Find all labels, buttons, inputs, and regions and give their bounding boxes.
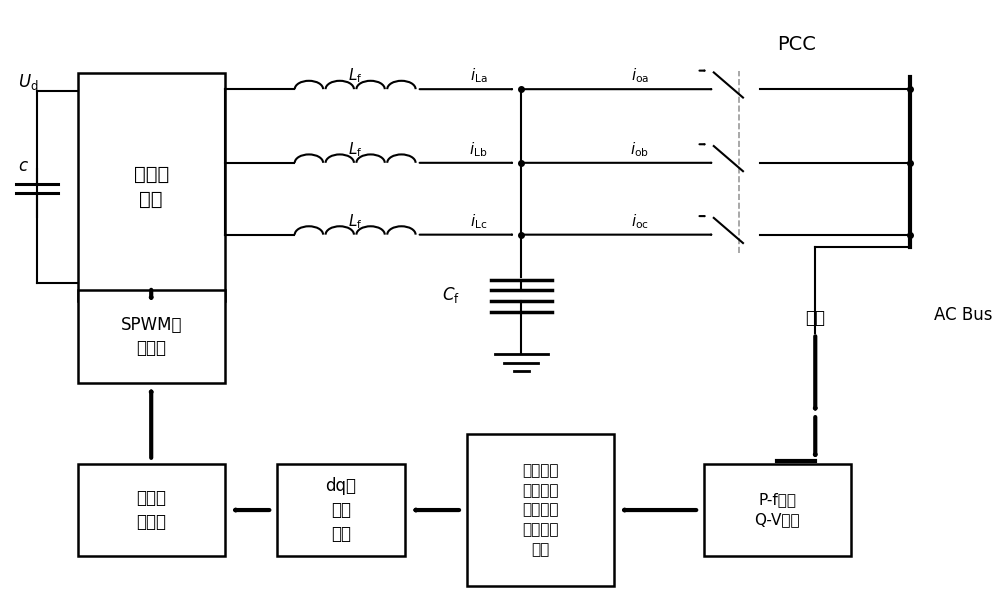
- Text: 三相逆
变器: 三相逆 变器: [134, 164, 169, 209]
- Text: $i_{{\rm oa}}$: $i_{{\rm oa}}$: [631, 67, 649, 86]
- Text: $L_{\rm f}$: $L_{\rm f}$: [348, 140, 362, 159]
- Text: $U_{\rm d}$: $U_{\rm d}$: [18, 72, 39, 92]
- Bar: [277, 464, 405, 557]
- Text: dq轴
坐标
方程: dq轴 坐标 方程: [325, 478, 356, 543]
- Bar: [467, 434, 614, 586]
- Text: SPWM正
弦调制: SPWM正 弦调制: [120, 316, 182, 358]
- Text: AC Bus: AC Bus: [934, 307, 992, 325]
- Text: PCC: PCC: [777, 35, 816, 54]
- Text: $i_{{\rm Lb}}$: $i_{{\rm Lb}}$: [469, 140, 488, 159]
- Text: $i_{{\rm ob}}$: $i_{{\rm ob}}$: [630, 140, 649, 159]
- Text: 灰狼优化
自适应反
推控制器
（二次调
频）: 灰狼优化 自适应反 推控制器 （二次调 频）: [522, 463, 558, 557]
- Text: P-f下垂
Q-V下垂: P-f下垂 Q-V下垂: [755, 493, 800, 527]
- Text: $L_{\rm f}$: $L_{\rm f}$: [348, 67, 362, 86]
- Text: 负荷: 负荷: [805, 310, 825, 327]
- Text: $C_{\rm f}$: $C_{\rm f}$: [442, 285, 460, 305]
- Text: $i_{{\rm oc}}$: $i_{{\rm oc}}$: [631, 212, 649, 231]
- Bar: [78, 290, 225, 383]
- Text: $i_{{\rm La}}$: $i_{{\rm La}}$: [470, 67, 487, 86]
- Text: $L_{\rm f}$: $L_{\rm f}$: [348, 212, 362, 231]
- Bar: [78, 464, 225, 557]
- Text: $c$: $c$: [18, 157, 29, 175]
- Text: 电压电
流内环: 电压电 流内环: [136, 489, 166, 531]
- Text: $i_{{\rm Lc}}$: $i_{{\rm Lc}}$: [470, 212, 487, 231]
- Bar: [704, 464, 851, 557]
- Bar: [78, 73, 225, 300]
